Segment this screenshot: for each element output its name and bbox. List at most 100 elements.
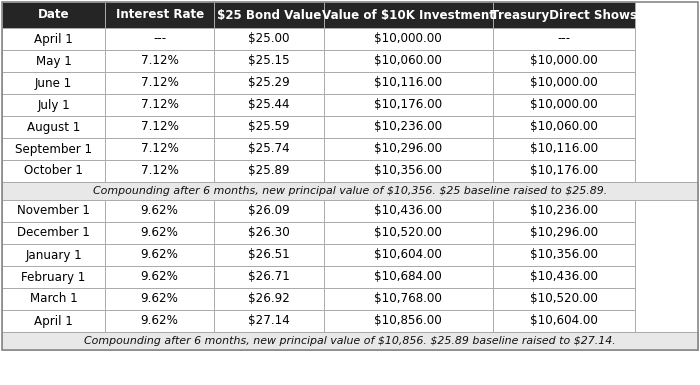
Bar [214, 200, 323, 222]
Bar [493, 72, 636, 94]
Text: $10,000.00: $10,000.00 [374, 32, 442, 45]
Bar [214, 288, 323, 310]
Text: $10,060.00: $10,060.00 [374, 55, 442, 67]
Bar [2, 28, 105, 50]
Bar [2, 94, 105, 116]
Text: 7.12%: 7.12% [141, 55, 178, 67]
Bar [214, 310, 323, 332]
Bar [493, 160, 636, 182]
Bar [214, 222, 323, 244]
Bar [105, 2, 214, 28]
Text: $25.00: $25.00 [248, 32, 290, 45]
Bar [323, 94, 493, 116]
Text: $27.14: $27.14 [248, 315, 290, 328]
Text: January 1: January 1 [25, 248, 82, 261]
Bar [2, 288, 105, 310]
Text: 7.12%: 7.12% [141, 142, 178, 156]
Bar [2, 116, 105, 138]
Bar [2, 72, 105, 94]
Bar [105, 138, 214, 160]
Bar [214, 266, 323, 288]
Text: $10,296.00: $10,296.00 [530, 226, 598, 239]
Bar [105, 94, 214, 116]
Text: $10,436.00: $10,436.00 [374, 204, 442, 218]
Text: 7.12%: 7.12% [141, 77, 178, 89]
Text: 9.62%: 9.62% [141, 293, 178, 306]
Bar [323, 72, 493, 94]
Text: $10,176.00: $10,176.00 [530, 164, 598, 177]
Bar [323, 160, 493, 182]
Text: December 1: December 1 [17, 226, 90, 239]
Bar [214, 94, 323, 116]
Bar [105, 116, 214, 138]
Text: $10,116.00: $10,116.00 [530, 142, 598, 156]
Text: 9.62%: 9.62% [141, 226, 178, 239]
Bar [2, 200, 105, 222]
Text: $10,436.00: $10,436.00 [530, 271, 598, 283]
Bar [493, 28, 636, 50]
Text: 7.12%: 7.12% [141, 121, 178, 134]
Text: 7.12%: 7.12% [141, 99, 178, 112]
Text: $10,060.00: $10,060.00 [530, 121, 598, 134]
Bar [323, 222, 493, 244]
Text: $10,116.00: $10,116.00 [374, 77, 442, 89]
Bar [2, 222, 105, 244]
Bar [493, 50, 636, 72]
Text: $10,296.00: $10,296.00 [374, 142, 442, 156]
Bar [493, 2, 636, 28]
Text: April 1: April 1 [34, 32, 73, 45]
Text: Value of $10K Investment: Value of $10K Investment [322, 8, 495, 22]
Bar [493, 266, 636, 288]
Text: ---: --- [557, 32, 570, 45]
Text: $26.51: $26.51 [248, 248, 290, 261]
Bar [323, 28, 493, 50]
Bar [323, 266, 493, 288]
Bar [493, 244, 636, 266]
Text: $10,236.00: $10,236.00 [530, 204, 598, 218]
Bar [323, 244, 493, 266]
Bar [214, 160, 323, 182]
Text: August 1: August 1 [27, 121, 80, 134]
Bar [214, 244, 323, 266]
Bar [493, 222, 636, 244]
Bar [323, 200, 493, 222]
Bar [105, 310, 214, 332]
Text: $10,768.00: $10,768.00 [374, 293, 442, 306]
Bar [214, 138, 323, 160]
Text: 9.62%: 9.62% [141, 271, 178, 283]
Bar [214, 2, 323, 28]
Bar [214, 28, 323, 50]
Text: February 1: February 1 [21, 271, 85, 283]
Text: July 1: July 1 [37, 99, 70, 112]
Text: $25.59: $25.59 [248, 121, 290, 134]
Bar [214, 72, 323, 94]
Bar [493, 288, 636, 310]
Text: March 1: March 1 [29, 293, 78, 306]
Text: $10,000.00: $10,000.00 [530, 55, 598, 67]
Text: $10,236.00: $10,236.00 [374, 121, 442, 134]
Text: Interest Rate: Interest Rate [116, 8, 204, 22]
Bar [105, 50, 214, 72]
Text: $26.92: $26.92 [248, 293, 290, 306]
Bar [2, 310, 105, 332]
Text: $10,176.00: $10,176.00 [374, 99, 442, 112]
Text: $26.30: $26.30 [248, 226, 290, 239]
Text: $10,356.00: $10,356.00 [374, 164, 442, 177]
Bar [323, 138, 493, 160]
Bar [323, 116, 493, 138]
Bar [105, 72, 214, 94]
Bar [105, 28, 214, 50]
Bar [105, 160, 214, 182]
Text: September 1: September 1 [15, 142, 92, 156]
Bar [493, 200, 636, 222]
Bar [323, 310, 493, 332]
Text: October 1: October 1 [24, 164, 83, 177]
Text: 7.12%: 7.12% [141, 164, 178, 177]
Text: May 1: May 1 [36, 55, 71, 67]
Bar [2, 138, 105, 160]
Text: TreasuryDirect Shows: TreasuryDirect Shows [491, 8, 637, 22]
Bar [214, 50, 323, 72]
Bar [105, 244, 214, 266]
Text: $25 Bond Value: $25 Bond Value [217, 8, 321, 22]
Bar [2, 244, 105, 266]
